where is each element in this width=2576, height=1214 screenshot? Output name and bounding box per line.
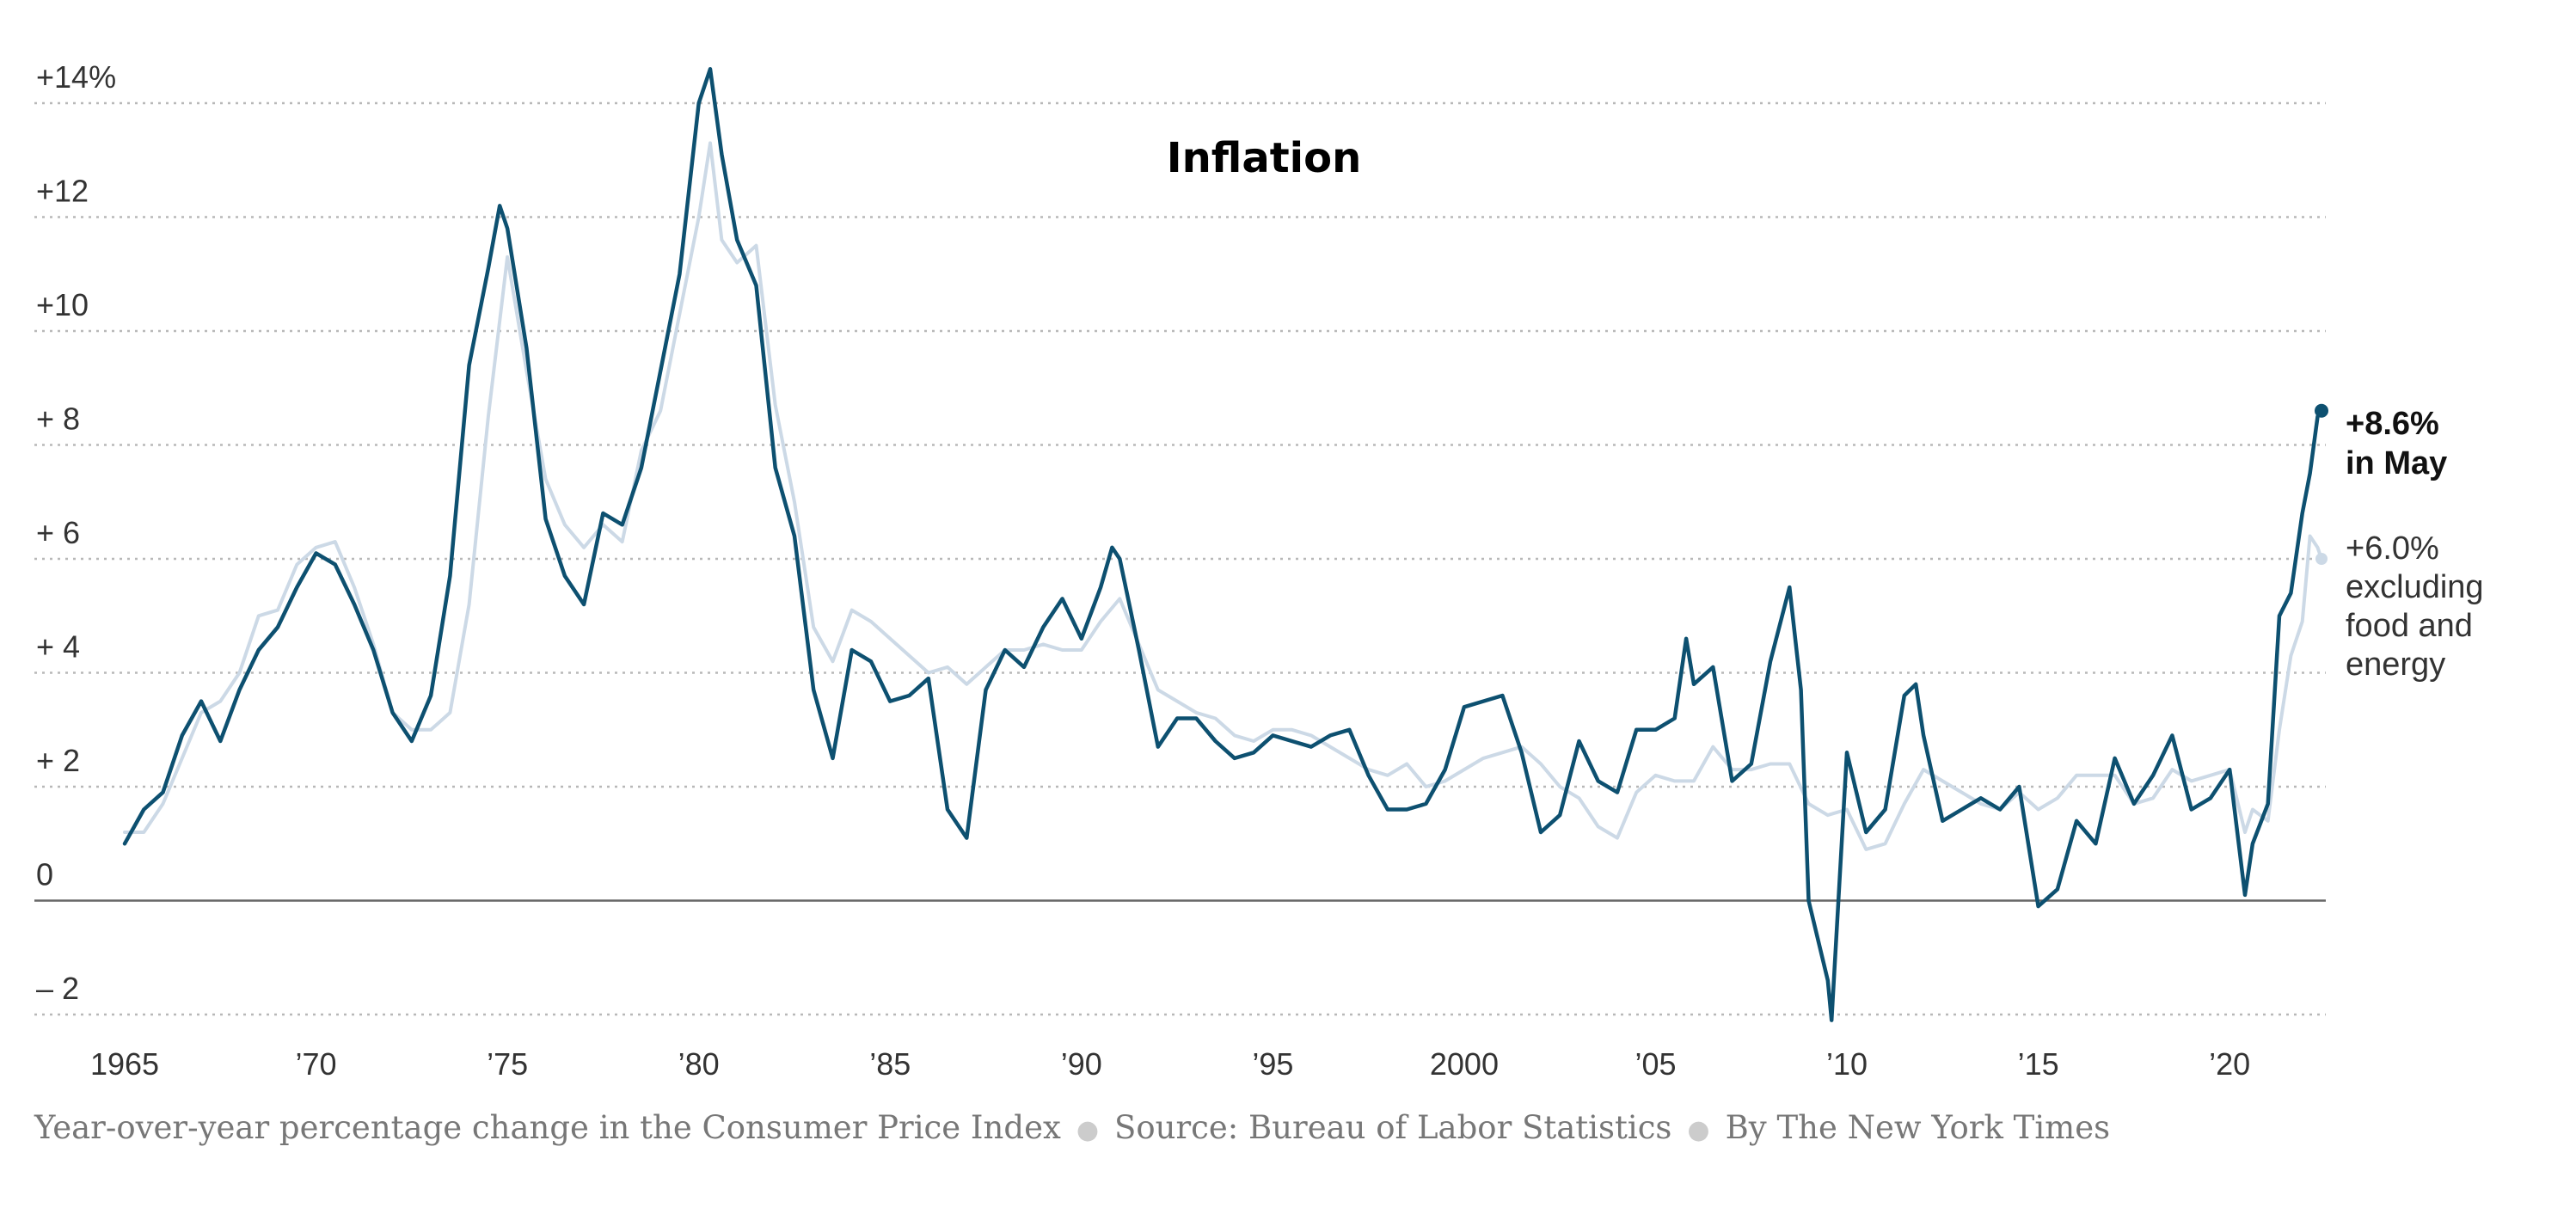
headline-series-label: +8.6%	[2346, 406, 2439, 442]
x-tick-label: ’20	[2209, 1046, 2250, 1082]
core-series-label: +6.0%	[2346, 530, 2439, 567]
x-tick-label: ’75	[487, 1046, 528, 1082]
core-series-label: energy	[2346, 647, 2445, 683]
y-tick-label: +10	[36, 287, 89, 322]
y-tick-label: 0	[36, 857, 53, 892]
y-axis-ticks: +14% +12 +10 + 8 + 6 + 4 + 2 0 – 2	[36, 59, 116, 1006]
y-tick-label: + 4	[36, 629, 80, 665]
headline-cpi-line	[122, 67, 2324, 1022]
y-tick-label: +12	[36, 174, 89, 209]
inflation-chart: +14% +12 +10 + 8 + 6 + 4 + 2 0 – 2 1965 ’70 ’75 ’80…	[34, 59, 2484, 1082]
x-tick-label: 1965	[90, 1046, 159, 1082]
x-tick-label: ’15	[2018, 1046, 2059, 1082]
x-tick-label: ’85	[869, 1046, 911, 1082]
core-series-label: excluding	[2346, 569, 2484, 605]
core-cpi-line	[123, 141, 2323, 851]
x-tick-label: ’70	[296, 1046, 337, 1082]
gridlines	[34, 101, 2326, 1016]
separator-dot: ●	[1687, 1115, 1710, 1145]
x-tick-label: ’95	[1252, 1046, 1293, 1082]
x-tick-label: ’90	[1061, 1046, 1102, 1082]
x-axis-ticks: 1965 ’70 ’75 ’80 ’85 ’90 ’95 2000 ’05 ’10 ’15 ’20	[90, 1046, 2250, 1082]
x-tick-label: ’10	[1826, 1046, 1868, 1082]
headline-series-label: in May	[2346, 445, 2447, 481]
chart-footer: Year-over-year percentage change in the …	[34, 1109, 2110, 1146]
chart-description: Year-over-year percentage change in the …	[34, 1109, 1061, 1146]
y-tick-label: + 6	[36, 515, 80, 550]
y-tick-label: – 2	[36, 971, 79, 1006]
y-tick-label: + 8	[36, 402, 80, 437]
y-tick-label: + 2	[36, 743, 80, 778]
series-layer	[122, 67, 2328, 1022]
core-series-label: food and	[2346, 608, 2473, 644]
core-endpoint-marker	[2315, 553, 2328, 565]
chart-source: Source: Bureau of Labor Statistics	[1114, 1109, 1672, 1146]
x-tick-label: ’05	[1635, 1046, 1676, 1082]
separator-dot: ●	[1076, 1115, 1100, 1145]
y-tick-label: +14%	[36, 59, 116, 95]
x-tick-label: 2000	[1430, 1046, 1499, 1082]
chart-byline: By The New York Times	[1725, 1109, 2111, 1146]
headline-endpoint-marker	[2315, 403, 2328, 418]
x-tick-label: ’80	[678, 1046, 720, 1082]
chart-title: Inflation	[1167, 134, 1362, 182]
